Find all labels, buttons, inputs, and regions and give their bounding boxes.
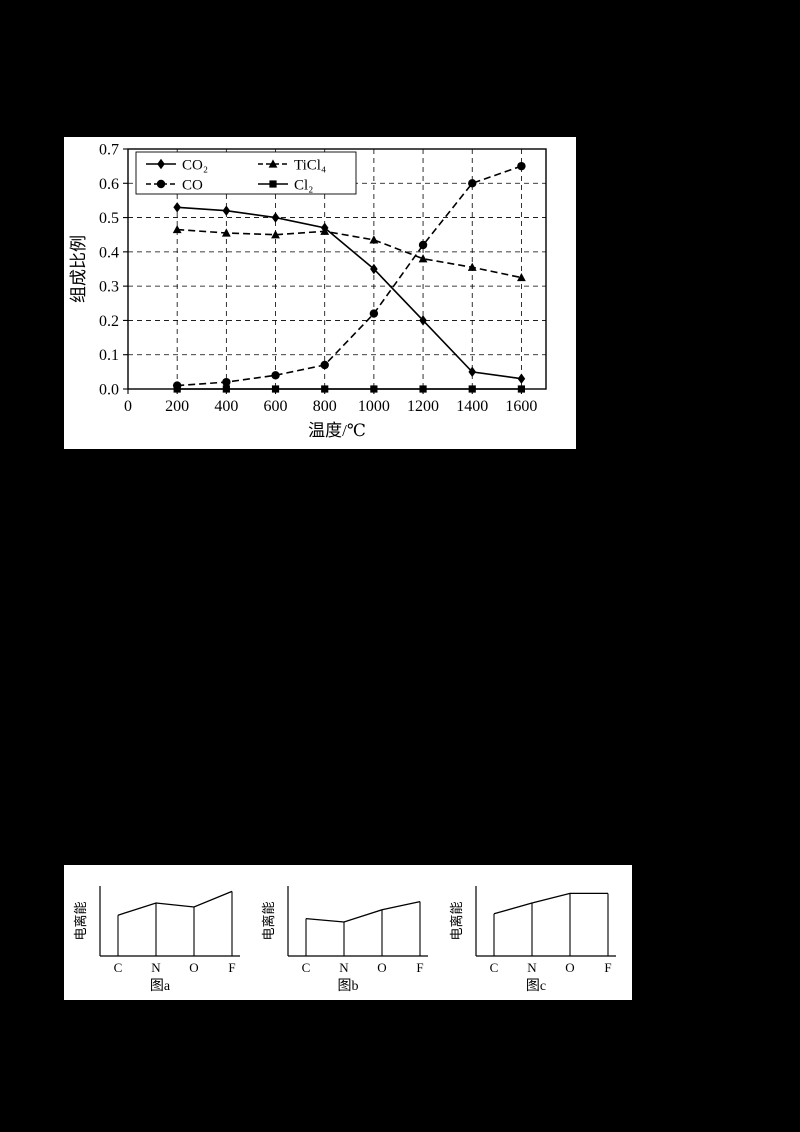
composition-vs-temperature-chart: 0 200 400 600 800 1000 1200 1400 1600 0.0 0.1 0.2 0.…	[69, 142, 547, 440]
y-tick-label: 0.3	[99, 279, 119, 296]
ionization-chart-a: C N O F 电离能 图a	[70, 880, 250, 996]
y-tick-label: 0.0	[99, 382, 119, 399]
element-label: N	[151, 960, 161, 975]
x-tick-label: 400	[214, 398, 238, 415]
element-label: F	[604, 960, 611, 975]
composition-chart-panel: 0 200 400 600 800 1000 1200 1400 1600 0.0 0.1 0.2 0.…	[64, 137, 576, 449]
y-tick-label: 0.5	[99, 210, 119, 227]
mini-y-axis-title: 电离能	[449, 901, 464, 940]
legend-box	[135, 151, 357, 195]
series-line-CO2	[177, 206, 522, 380]
x-tick-label: 1200	[407, 398, 439, 415]
trend-line	[305, 900, 421, 923]
element-label: O	[189, 960, 198, 975]
x-tick-label: 0	[124, 398, 132, 415]
ionization-chart-a-caption: 图a	[149, 979, 171, 994]
y-tick-label: 0.2	[99, 313, 119, 330]
trend-line	[117, 890, 233, 916]
x-axis-title: 温度/℃	[308, 421, 366, 440]
y-tick-label: 0.6	[99, 176, 119, 193]
ionization-chart-b-caption: 图b	[337, 979, 359, 994]
legend-label-CO2: CO₂	[182, 158, 208, 174]
element-label: O	[565, 960, 574, 975]
mini-y-axis-title: 电离能	[73, 901, 88, 940]
series-line-CO	[177, 165, 522, 387]
ionization-chart-c: C N O F 电离能 图c	[446, 880, 626, 996]
element-label: N	[527, 960, 537, 975]
element-label: F	[416, 960, 423, 975]
ionization-chart-a-plot: C N O F 电离能	[73, 886, 240, 975]
element-label: C	[114, 960, 123, 975]
trend-line	[493, 892, 608, 915]
element-label: C	[302, 960, 311, 975]
x-tick-label: 1600	[505, 398, 537, 415]
x-tick-label: 800	[313, 398, 337, 415]
x-tick-label: 1000	[358, 398, 390, 415]
x-tick-label: 600	[264, 398, 288, 415]
y-tick-label: 0.1	[99, 347, 119, 364]
ionization-charts-panel: C N O F 电离能 图a C N O F 电离能 图b C N O F 电离能 图c	[64, 865, 632, 1000]
ionization-chart-c-caption: 图c	[525, 979, 547, 994]
series-line-TiCl4	[177, 228, 522, 279]
ionization-chart-c-plot: C N O F 电离能	[449, 886, 616, 975]
element-label: O	[377, 960, 386, 975]
ionization-chart-b-plot: C N O F 电离能	[261, 886, 428, 975]
x-tick-label: 200	[165, 398, 189, 415]
element-label: N	[339, 960, 349, 975]
y-axis-title: 组成比例	[69, 235, 88, 303]
plot-area: 0 200 400 600 800 1000 1200 1400 1600 0.0 0.1 0.2 0.…	[99, 142, 547, 415]
x-tick-label: 1400	[456, 398, 488, 415]
ionization-chart-b: C N O F 电离能 图b	[258, 880, 438, 996]
mini-y-axis-title: 电离能	[261, 901, 276, 940]
element-label: C	[490, 960, 499, 975]
legend-label-TiCl4: TiCl₄	[294, 158, 326, 174]
y-tick-label: 0.7	[99, 142, 119, 159]
legend-label-Cl2: Cl₂	[294, 178, 313, 194]
element-label: F	[228, 960, 235, 975]
legend-label-CO: CO	[182, 178, 203, 194]
y-tick-label: 0.4	[99, 244, 119, 261]
